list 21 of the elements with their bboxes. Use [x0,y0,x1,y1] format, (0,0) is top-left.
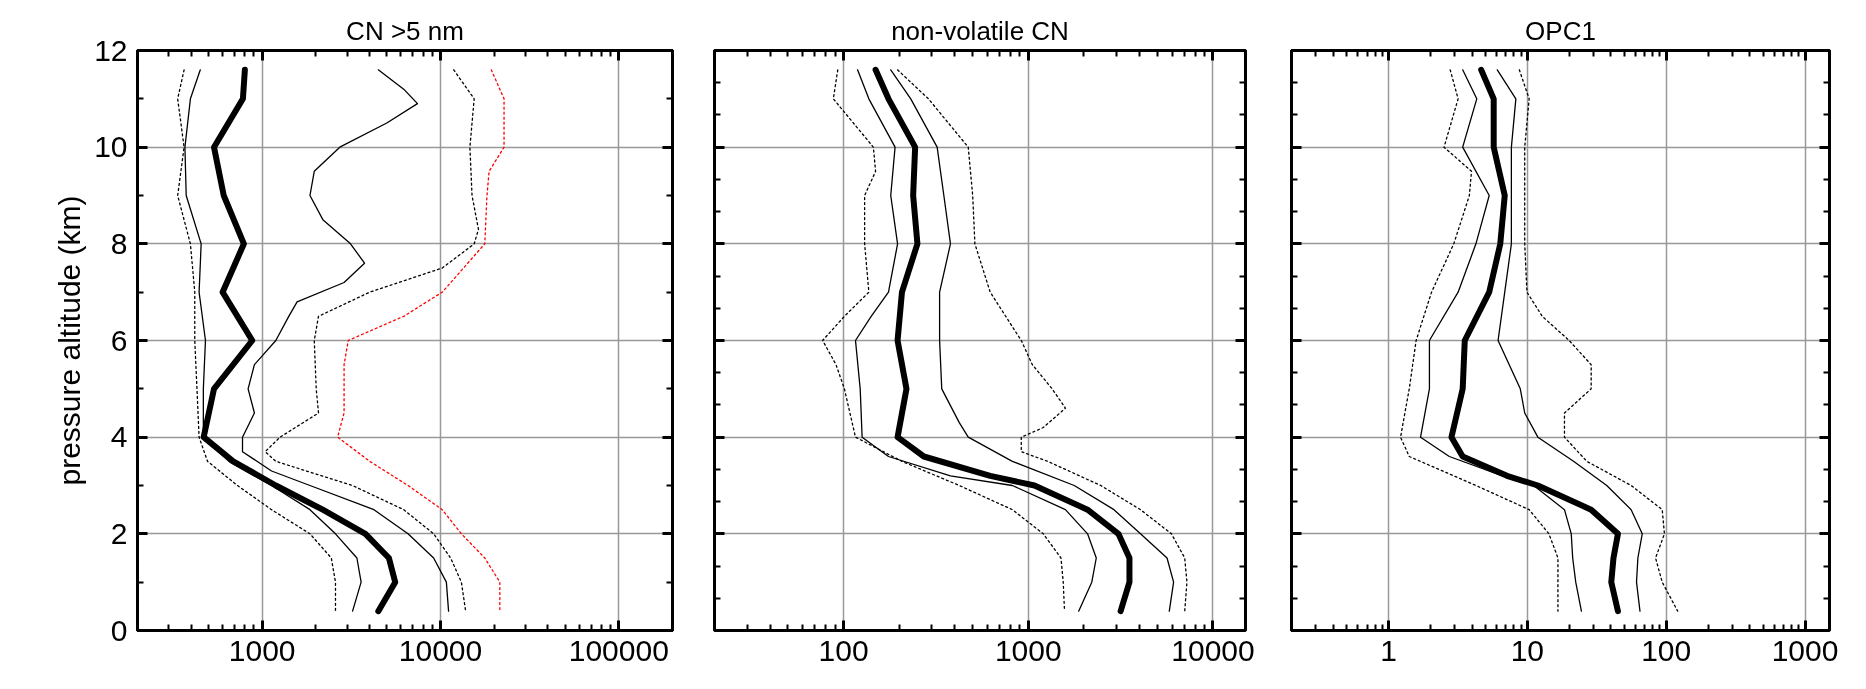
x-tick-label: 10000 [1171,633,1255,667]
y-axis-title: pressure altitude (km) [53,195,87,486]
x-tick-label: 1000 [994,633,1062,667]
y-tick-label: 6 [110,323,128,357]
x-tick-label: 10 [1510,633,1545,667]
chart-title: OPC1 [1525,15,1596,46]
x-tick-label: 1 [1380,633,1397,667]
y-tick-label: 8 [110,226,128,260]
x-tick-label: 100 [818,633,869,667]
y-tick-label: 10 [94,130,128,164]
y-tick-label: 12 [94,33,128,67]
x-tick-label: 100 [1641,633,1692,667]
x-tick-label: 1000 [228,633,296,667]
x-tick-label: 100000 [568,633,669,667]
y-tick-label: 0 [110,613,128,647]
chart-title: non-volatile CN [891,15,1069,46]
x-tick-label: 1000 [1771,633,1839,667]
x-tick-label: 10000 [398,633,483,667]
y-tick-label: 4 [110,420,128,454]
y-tick-label: 2 [110,516,128,550]
chart-title: CN >5 nm [346,15,464,46]
